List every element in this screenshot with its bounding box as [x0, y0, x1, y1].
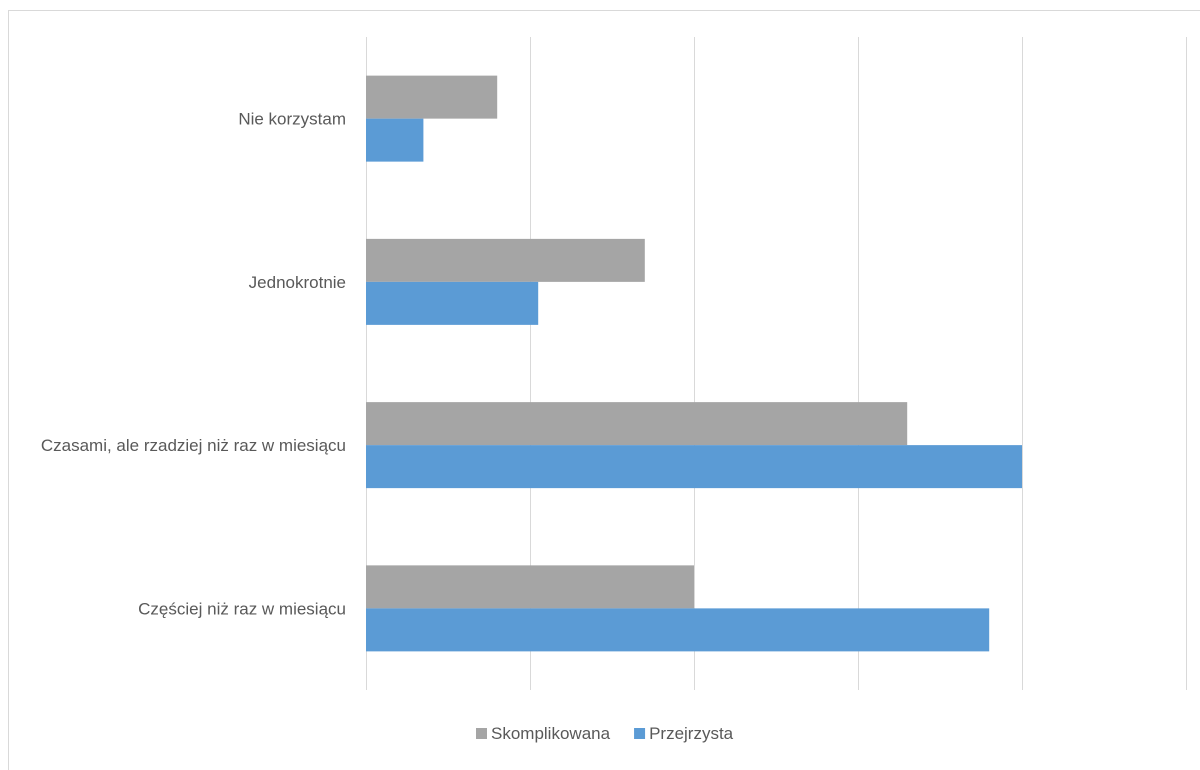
- category-label: Częściej niż raz w miesiącu: [138, 599, 346, 618]
- category-label: Jednokrotnie: [249, 273, 346, 292]
- bar-skomplikowana-1: [366, 238, 645, 282]
- bar-przejrzysta-1: [366, 281, 539, 325]
- legend-label-skomplikowana: Skomplikowana: [491, 724, 611, 743]
- chart-frame: [8, 10, 1200, 770]
- category-label: Czasami, ale rzadziej niż raz w miesiącu: [41, 436, 346, 455]
- bar-skomplikowana-3: [366, 565, 694, 609]
- bar-przejrzysta-0: [366, 118, 424, 162]
- category-labels: Nie korzystam Jednokrotnie Czasami, ale rz…: [41, 110, 346, 619]
- bar-skomplikowana-2: [366, 402, 908, 446]
- legend-swatch-skomplikowana: [476, 728, 487, 739]
- legend: Skomplikowana Przejrzysta: [476, 724, 734, 743]
- legend-label-przejrzysta: Przejrzysta: [649, 724, 734, 743]
- bar-przejrzysta-3: [366, 608, 990, 652]
- category-label: Nie korzystam: [238, 110, 346, 129]
- bar-przejrzysta-2: [366, 445, 1022, 489]
- bar-skomplikowana-0: [366, 75, 498, 119]
- legend-swatch-przejrzysta: [634, 728, 646, 739]
- bars: [366, 75, 1022, 652]
